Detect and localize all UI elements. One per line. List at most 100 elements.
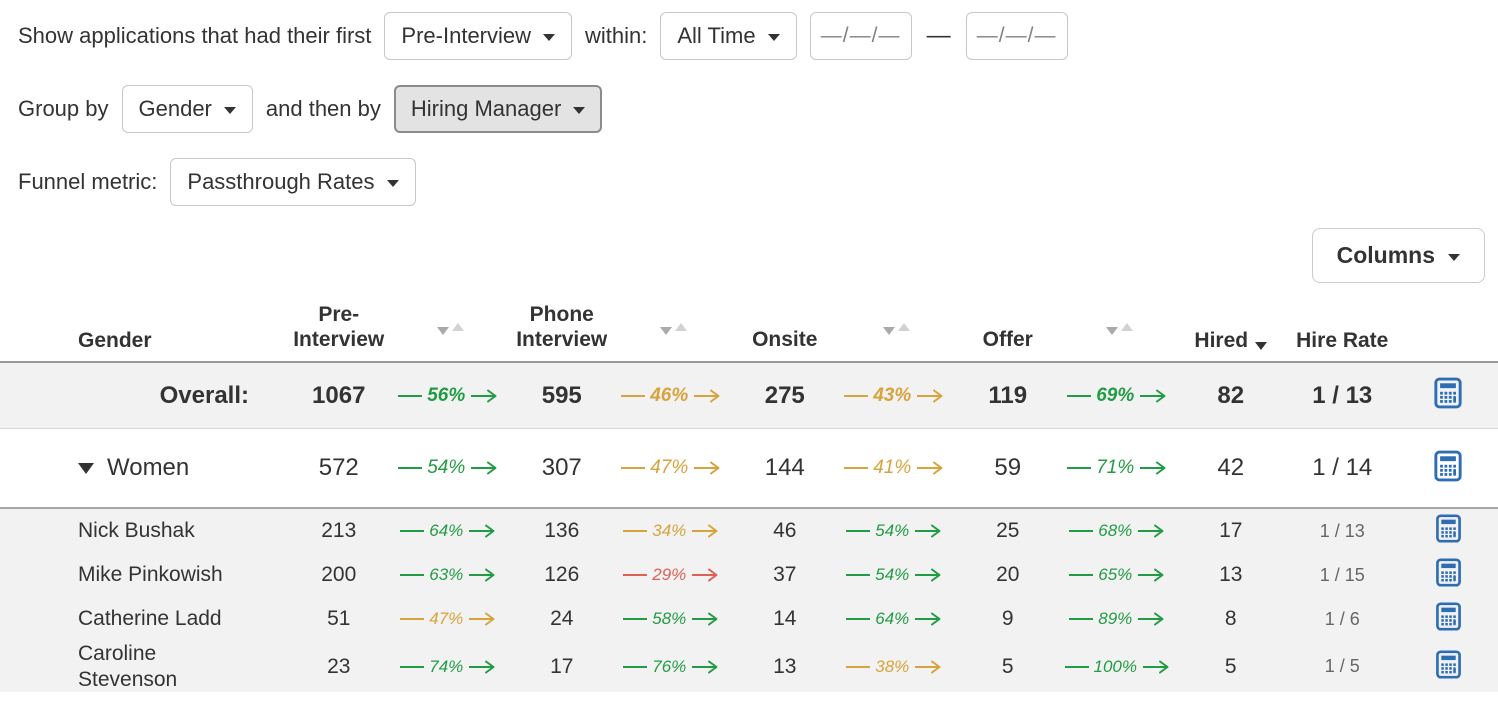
passthrough-rate: 89% <box>1069 609 1169 629</box>
filter-row-stage: Show applications that had their first P… <box>18 12 1498 60</box>
sort-control-pre-interview[interactable] <box>395 323 507 353</box>
sort-control-phone-interview[interactable] <box>618 323 730 353</box>
sort-desc-icon[interactable] <box>659 327 672 335</box>
date-from-input[interactable] <box>809 12 912 60</box>
date-to-input[interactable] <box>965 12 1068 60</box>
table-body: Overall: 1067 56% 595 46% 275 43% 119 69% 82 1 / 1… <box>0 363 1498 693</box>
passthrough-rate: 68% <box>1069 521 1169 541</box>
chevron-down-icon <box>223 107 236 114</box>
calculator-cell <box>1398 601 1498 637</box>
group-by-label: Group by <box>18 96 109 121</box>
sort-active-desc-icon[interactable] <box>1255 342 1268 350</box>
passthrough-rate: 69% <box>1067 385 1171 407</box>
stage-value: 9 <box>1001 607 1014 630</box>
sort-desc-icon[interactable] <box>436 327 449 335</box>
passthrough-rate: 54% <box>846 521 946 541</box>
column-header-pre-interview: Pre-Interview <box>293 303 385 352</box>
within-label: within: <box>585 23 648 48</box>
sort-asc-icon[interactable] <box>1120 323 1133 331</box>
passthrough-cell: 38% <box>841 657 953 677</box>
chevron-down-icon <box>543 34 556 41</box>
passthrough-rate: 71% <box>1067 457 1171 479</box>
row-label-cell: Women <box>0 454 283 482</box>
hire-rate: 1 / 14 <box>1312 454 1373 481</box>
hire-rate: 1 / 13 <box>1319 520 1365 541</box>
hired-value: 8 <box>1224 607 1237 630</box>
sort-desc-icon[interactable] <box>1105 327 1118 335</box>
row-label-cell: Caroline Stevenson <box>0 641 283 692</box>
stage-value: 51 <box>327 607 351 630</box>
passthrough-rate: 74% <box>400 657 500 677</box>
hire-rate: 1 / 5 <box>1324 656 1360 677</box>
column-header-hire-rate: Hire Rate <box>1296 329 1389 352</box>
passthrough-cell: 43% <box>841 385 953 407</box>
sort-control-onsite[interactable] <box>841 323 953 353</box>
passthrough-cell: 100% <box>1064 657 1176 677</box>
funnel-report-table: Gender Pre-Interview Phone Interview Ons… <box>0 291 1498 693</box>
calculator-button[interactable] <box>1433 649 1464 680</box>
passthrough-cell: 71% <box>1064 457 1176 479</box>
sort-asc-icon[interactable] <box>451 323 464 331</box>
passthrough-rate: 64% <box>400 521 500 541</box>
passthrough-rate: 47% <box>400 609 500 629</box>
group-by-dropdown-value: Gender <box>138 96 212 121</box>
funnel-metric-dropdown[interactable]: Passthrough Rates <box>170 158 416 206</box>
hired-value: 5 <box>1224 654 1237 678</box>
hired-value: 42 <box>1217 454 1245 481</box>
stage-dropdown[interactable]: Pre-Interview <box>384 12 573 60</box>
table-row-women: Women 572 54% 307 47% 144 41% 59 71% 42 1 / 14 <box>0 429 1498 509</box>
calculator-button[interactable] <box>1433 601 1464 632</box>
table-row-caroline-stevenson: Caroline Stevenson 23 74% 17 76% 13 38% 5 100% 5 1… <box>0 641 1498 693</box>
passthrough-cell: 54% <box>841 565 953 585</box>
stage-value: 46 <box>773 519 797 542</box>
passthrough-rate: 47% <box>621 457 725 479</box>
passthrough-cell: 29% <box>618 565 730 585</box>
stage-value: 25 <box>996 519 1020 542</box>
sort-control-offer[interactable] <box>1064 323 1176 353</box>
chevron-down-icon <box>767 34 780 41</box>
calculator-button[interactable] <box>1431 376 1465 410</box>
time-range-dropdown[interactable]: All Time <box>660 12 797 60</box>
filter-row-metric: Funnel metric: Passthrough Rates <box>18 158 1498 206</box>
sort-asc-icon[interactable] <box>674 323 687 331</box>
hired-value: 17 <box>1219 519 1243 542</box>
passthrough-cell: 58% <box>618 609 730 629</box>
collapse-arrow-icon[interactable] <box>78 462 94 474</box>
chevron-down-icon <box>386 180 399 187</box>
calculator-cell <box>1398 557 1498 593</box>
stage-value: 37 <box>773 563 797 586</box>
hired-value: 13 <box>1219 563 1243 586</box>
hired-value: 82 <box>1217 381 1245 409</box>
passthrough-rate: 46% <box>621 385 725 407</box>
row-label-cell: Mike Pinkowish <box>0 562 283 588</box>
stage-value: 275 <box>764 381 805 409</box>
group-by-dropdown[interactable]: Gender <box>121 85 253 133</box>
passthrough-cell: 76% <box>618 657 730 677</box>
passthrough-cell: 89% <box>1064 609 1176 629</box>
passthrough-cell: 63% <box>395 565 507 585</box>
passthrough-cell: 56% <box>395 385 507 407</box>
then-by-dropdown[interactable]: Hiring Manager <box>393 85 603 133</box>
stage-value: 24 <box>550 607 574 630</box>
sort-asc-icon[interactable] <box>897 323 910 331</box>
calculator-button[interactable] <box>1433 513 1464 544</box>
calculator-button[interactable] <box>1433 557 1464 588</box>
columns-button[interactable]: Columns <box>1311 228 1485 283</box>
passthrough-rate: 100% <box>1064 657 1174 677</box>
row-label: Mike Pinkowish <box>78 563 223 587</box>
stage-value: 119 <box>988 381 1028 409</box>
sort-desc-icon[interactable] <box>882 327 895 335</box>
stage-value: 20 <box>996 563 1020 586</box>
calculator-button[interactable] <box>1431 449 1465 483</box>
passthrough-rate: 54% <box>398 457 502 479</box>
funnel-metric-label: Funnel metric: <box>18 169 158 194</box>
date-range-separator: — <box>926 22 951 49</box>
stage-value: 213 <box>321 519 357 542</box>
passthrough-cell: 65% <box>1064 565 1176 585</box>
stage-value: 1067 <box>312 381 366 409</box>
passthrough-cell: 54% <box>841 521 953 541</box>
stage-value: 200 <box>321 563 357 586</box>
passthrough-rate: 63% <box>400 565 500 585</box>
stage-value: 572 <box>318 454 359 481</box>
then-by-dropdown-value: Hiring Manager <box>410 96 562 121</box>
